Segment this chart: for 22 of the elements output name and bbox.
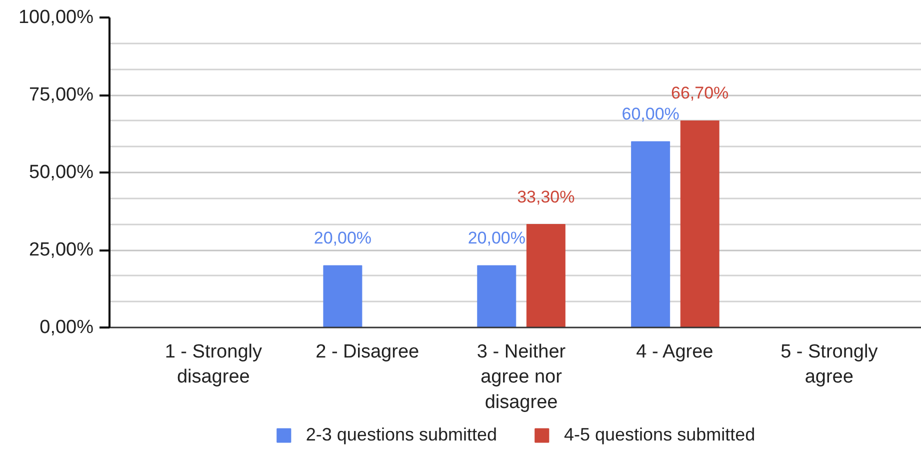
x-tick-label: 4 - Agree <box>636 342 714 362</box>
y-tick-label: 50,00% <box>29 162 94 183</box>
x-tick-label: 2 - Disagree <box>316 342 420 362</box>
bar <box>323 265 362 328</box>
y-tick-label: 25,00% <box>29 240 94 260</box>
legend-label: 4-5 questions submitted <box>564 424 756 446</box>
data-label: 20,00% <box>314 228 372 248</box>
x-tick-label: 5 - Strongly agree <box>780 342 878 388</box>
y-tick-label: 75,00% <box>29 84 94 106</box>
bar <box>526 224 566 328</box>
x-tick-label: 1 - Strongly disagree <box>164 342 262 388</box>
data-label: 33,30% <box>517 187 575 206</box>
bar <box>477 265 516 328</box>
data-label: 60,00% <box>622 104 680 124</box>
data-label: 20,00% <box>468 228 526 248</box>
y-tick-label: 0,00% <box>40 317 94 338</box>
y-tick-label: 100,00% <box>18 7 94 28</box>
bar <box>631 141 670 328</box>
x-tick-label: 3 - Neither agree nor disagree <box>476 342 566 413</box>
legend-label: 2-3 questions submitted <box>306 424 497 446</box>
bar <box>680 120 720 328</box>
data-label: 66,70% <box>671 84 729 103</box>
